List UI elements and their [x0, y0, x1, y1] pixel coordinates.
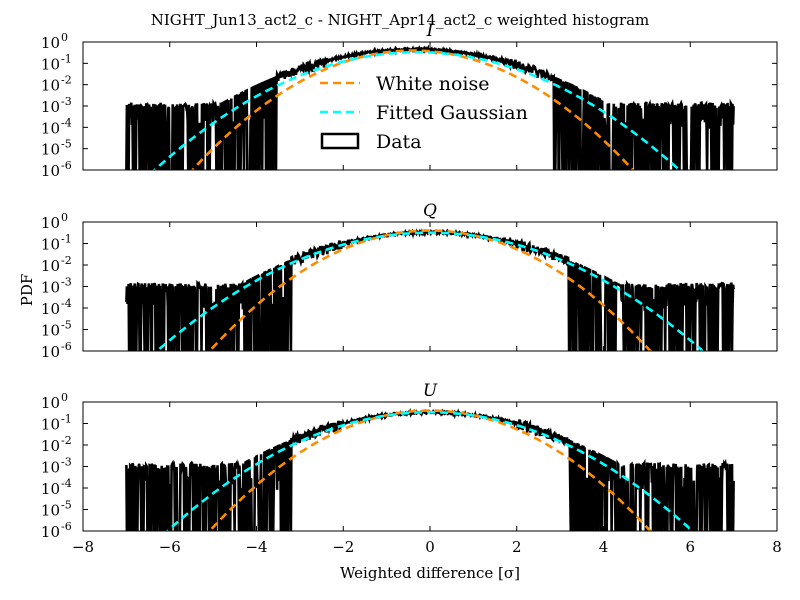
y-tick-exponent: -5 [61, 319, 72, 332]
plot-area [83, 44, 777, 170]
y-tick-label: 10 [41, 119, 60, 137]
x-tick-label: −6 [159, 538, 181, 556]
x-tick-label: 4 [599, 538, 609, 556]
y-tick-label: 10 [41, 459, 60, 477]
y-tick-label: 10 [41, 279, 60, 297]
y-tick-label: 10 [41, 214, 60, 232]
fitted-gaussian-curve [83, 231, 777, 351]
y-tick-label: 10 [41, 162, 60, 180]
x-tick-label: −8 [72, 538, 94, 556]
y-tick-label: 10 [41, 77, 60, 95]
y-tick-exponent: -3 [61, 276, 72, 289]
y-tick-exponent: 0 [61, 211, 68, 224]
chart-title: NIGHT_Jun13_act2_c - NIGHT_Apr14_act2_c … [151, 11, 650, 29]
y-tick-exponent: -1 [61, 413, 72, 426]
y-tick-exponent: -4 [61, 116, 72, 129]
y-tick-exponent: -4 [61, 477, 72, 490]
y-tick-label: 10 [41, 394, 60, 412]
fitted-gaussian-curve [83, 411, 777, 531]
y-axis-label: PDF [18, 274, 36, 307]
panel-subtitle: I [426, 21, 434, 41]
y-tick-exponent: -3 [61, 95, 72, 108]
y-tick-label: 10 [41, 55, 60, 73]
y-tick-label: 10 [41, 257, 60, 275]
y-tick-label: 10 [41, 322, 60, 340]
y-tick-exponent: -2 [61, 434, 72, 447]
y-tick-exponent: -2 [61, 74, 72, 87]
legend-data-swatch [320, 132, 360, 150]
y-tick-label: 10 [41, 343, 60, 361]
x-tick-label: 0 [425, 538, 435, 556]
data-histogram [125, 407, 735, 531]
y-tick-label: 10 [41, 480, 60, 498]
y-tick-exponent: -6 [61, 159, 72, 172]
x-axis-label: Weighted difference [σ] [340, 564, 520, 582]
y-tick-exponent: -1 [61, 52, 72, 65]
legend-label: Data [376, 131, 422, 153]
y-tick-label: 10 [41, 502, 60, 520]
legend-label: Fitted Gaussian [376, 102, 528, 124]
y-tick-label: 10 [41, 416, 60, 434]
y-tick-exponent: -4 [61, 297, 72, 310]
plot-area [83, 407, 777, 531]
fitted-gaussian-curve [83, 50, 777, 170]
x-tick-label: 6 [685, 538, 695, 556]
y-tick-exponent: -5 [61, 499, 72, 512]
x-tick-label: 8 [772, 538, 782, 556]
y-tick-label: 10 [41, 98, 60, 116]
y-tick-exponent: -3 [61, 456, 72, 469]
plot-area [83, 228, 777, 351]
y-tick-label: 10 [41, 141, 60, 159]
y-tick-label: 10 [41, 300, 60, 318]
x-tick-label: 2 [512, 538, 522, 556]
y-tick-exponent: 0 [61, 391, 68, 404]
y-tick-exponent: -2 [61, 254, 72, 267]
x-tick-label: −2 [332, 538, 354, 556]
legend-label: White noise [376, 73, 490, 95]
y-tick-label: 10 [41, 523, 60, 541]
legend: White noise Fitted Gaussian Data [320, 73, 528, 153]
y-tick-exponent: -5 [61, 138, 72, 151]
y-tick-label: 10 [41, 437, 60, 455]
y-tick-label: 10 [41, 34, 60, 52]
y-tick-exponent: -6 [61, 520, 72, 533]
x-tick-label: −4 [245, 538, 267, 556]
y-tick-exponent: 0 [61, 31, 68, 44]
panel-subtitle: U [423, 381, 438, 401]
panel-subtitle: Q [423, 201, 437, 221]
white-noise-curve [83, 49, 777, 170]
y-tick-label: 10 [41, 236, 60, 254]
y-tick-exponent: -1 [61, 233, 72, 246]
y-tick-exponent: -6 [61, 340, 72, 353]
data-histogram [125, 228, 735, 351]
